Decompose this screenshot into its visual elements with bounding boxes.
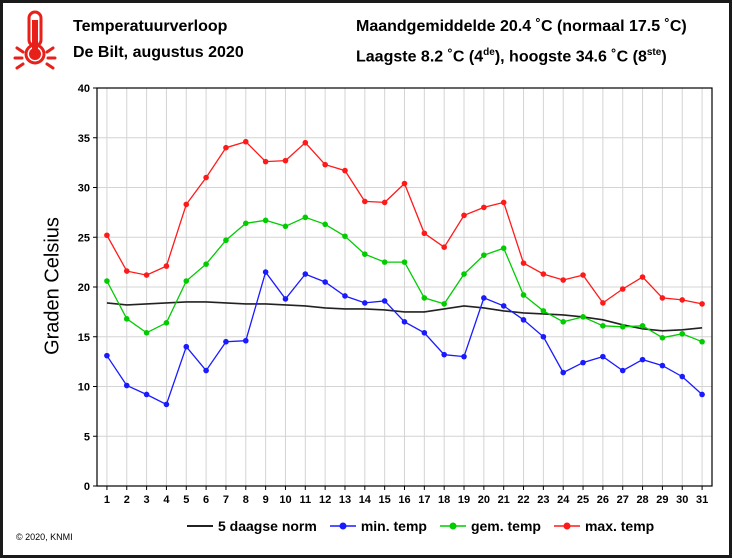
legend-label-avg: gem. temp: [470, 518, 541, 534]
legend-marker-max: [563, 522, 571, 530]
lowest-ordinal: de: [483, 47, 495, 58]
summary-block: Maandgemiddelde 20.4 ˚C (normaal 17.5 ˚C…: [356, 14, 687, 70]
highest-ordinal: ste: [646, 47, 662, 58]
y-axis-label: Graden Celsius: [41, 217, 64, 355]
legend-item-min: min. temp: [329, 518, 427, 534]
legend-item-avg: gem. temp: [439, 518, 541, 534]
legend-marker-avg: [449, 522, 457, 530]
extremes-line: Laagste 8.2 ˚C (4de), hoogste 34.6 ˚C (8…: [356, 40, 687, 70]
legend-item-norm: 5 daagse norm: [186, 518, 317, 534]
chart-subtitle: De Bilt, augustus 2020: [73, 44, 244, 61]
legend-label-min: min. temp: [360, 518, 427, 534]
legend-item-max: max. temp: [553, 518, 654, 534]
thermometer-icon: [13, 10, 57, 70]
month-average: Maandgemiddelde 20.4 ˚C (normaal 17.5 ˚C…: [356, 18, 687, 35]
highest-text: ), hoogste 34.6 ˚C (8: [494, 48, 647, 66]
legend: 5 daagse norm min. temp gem. temp max. t…: [186, 516, 666, 536]
copyright: © 2020, KNMI: [16, 532, 73, 542]
chart-title-block: Temperatuurverloop De Bilt, augustus 202…: [73, 14, 244, 66]
extremes-close: ): [661, 48, 667, 66]
legend-label-max: max. temp: [584, 518, 655, 534]
legend-label-norm: 5 daagse norm: [218, 518, 317, 534]
lowest-text: Laagste 8.2 ˚C (4: [356, 48, 484, 66]
legend-marker-min: [339, 522, 347, 530]
chart-title: Temperatuurverloop: [73, 18, 228, 35]
